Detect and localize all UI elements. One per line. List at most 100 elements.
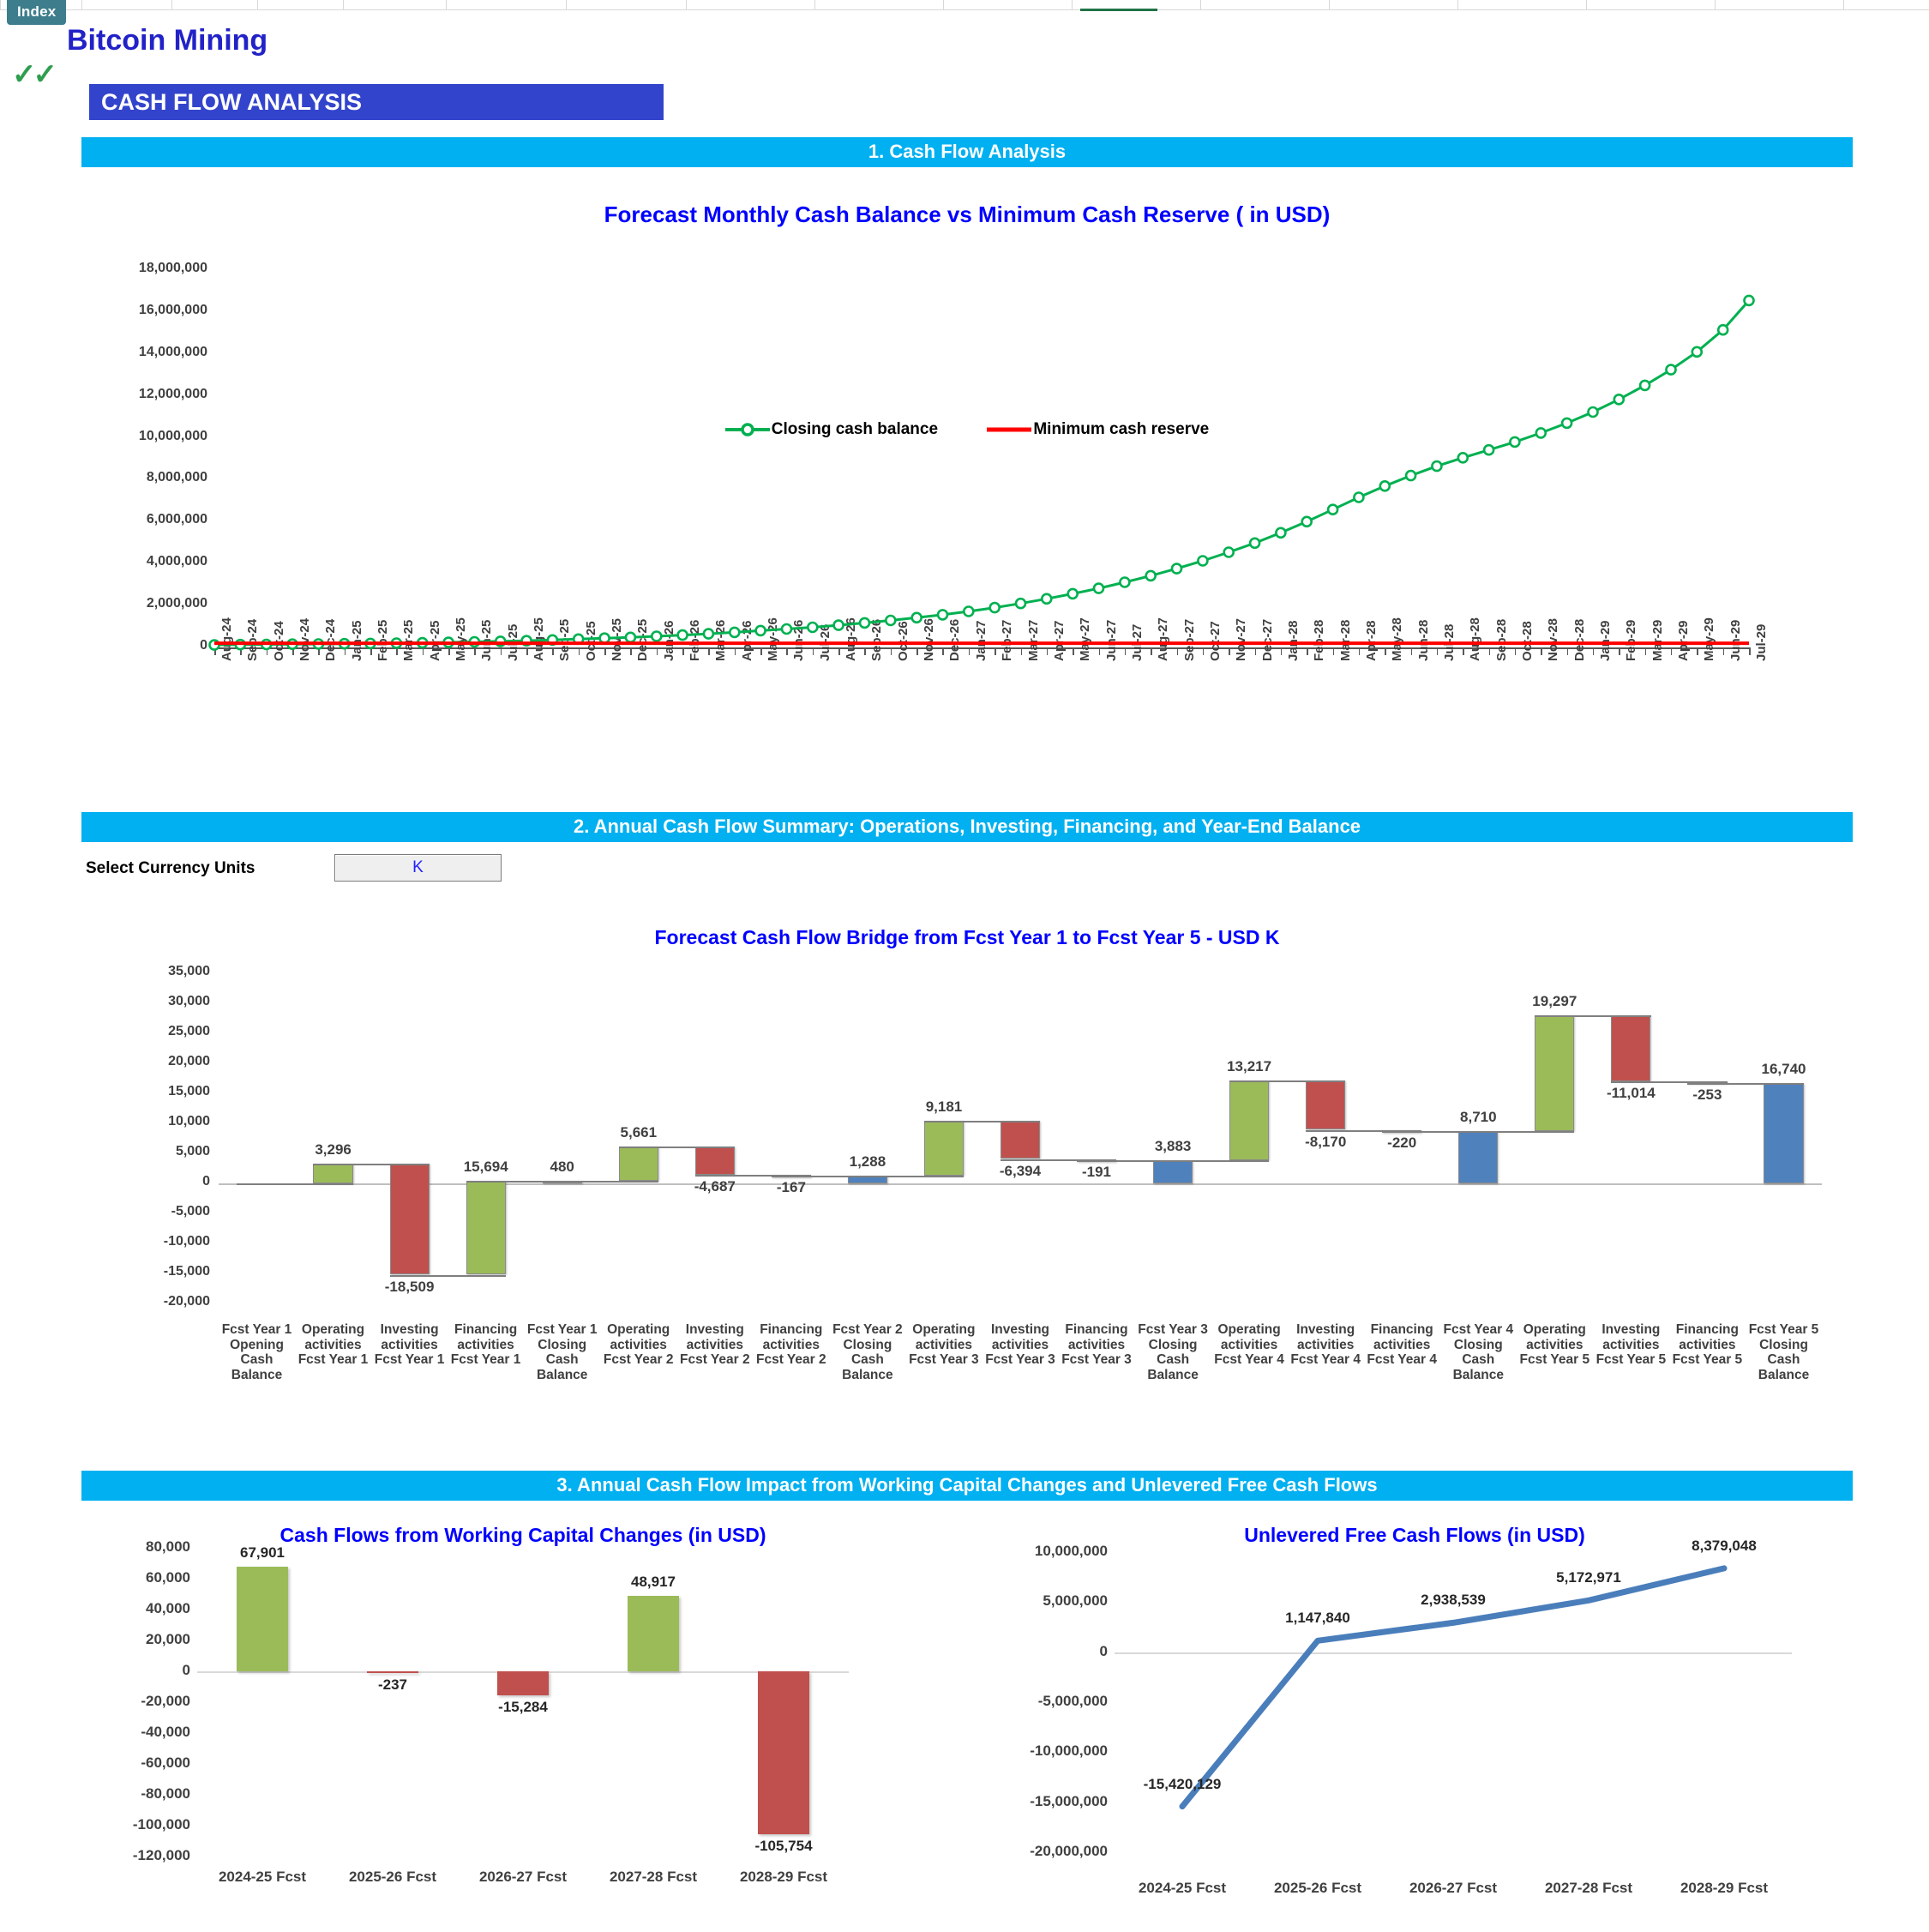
chart1-x-tick xyxy=(1358,647,1361,655)
chart1-data-point xyxy=(1638,379,1651,392)
chart1-x-tick-label: Sep-28 xyxy=(1493,618,1509,661)
currency-units-select[interactable]: K xyxy=(334,854,502,882)
chart1-x-tick xyxy=(292,647,294,655)
chart1-data-point xyxy=(1743,294,1755,307)
chart1-x-tick-label: Apr-25 xyxy=(427,620,442,661)
waterfall-category-label: Financing activities Fcst Year 5 xyxy=(1672,1322,1743,1368)
chart1-x-tick xyxy=(968,647,971,655)
waterfall-connector xyxy=(1535,1015,1651,1017)
waterfall-bar xyxy=(694,1147,735,1175)
chart1-x-tick-label: Apr-29 xyxy=(1675,620,1691,661)
chart2-y-tick: 10,000 xyxy=(168,1114,210,1129)
waterfall-bar xyxy=(1458,1131,1499,1183)
chart1-x-tick-label: Oct-24 xyxy=(271,621,286,661)
chart1-y-tick: 12,000,000 xyxy=(138,386,207,401)
waterfall-connector xyxy=(237,1183,353,1185)
chart1-x-tick xyxy=(1280,647,1283,655)
waterfall-bar xyxy=(1764,1082,1804,1183)
chart1-data-point xyxy=(676,629,688,641)
chart1-x-tick xyxy=(995,647,996,655)
chart1-x-tick-label: Nov-25 xyxy=(610,617,625,661)
chart1-x-tick xyxy=(578,647,580,655)
chart1-line-closing-cash-balance xyxy=(213,299,1751,647)
chart4-category-label: 2028-29 Fcst xyxy=(1680,1880,1769,1896)
chart3-y-tick: 0 xyxy=(182,1662,190,1678)
chart2-y-tick: -15,000 xyxy=(163,1264,210,1279)
chart1-x-tick-label: Nov-27 xyxy=(1234,617,1249,661)
chart2-plot-area: 35,000 30,000 25,000 20,000 15,000 10,000 5,00… xyxy=(81,892,1853,1466)
chart4-value-label: 2,938,539 xyxy=(1421,1592,1486,1609)
chart1-data-point xyxy=(1248,537,1261,550)
chart1-y-tick: 16,000,000 xyxy=(138,302,207,317)
chart1-x-tick-label: Apr-26 xyxy=(739,620,754,661)
chart1-x-tick xyxy=(760,647,762,655)
waterfall-connector xyxy=(618,1147,735,1148)
chart1-data-point xyxy=(780,623,793,635)
waterfall-category-label: Fcst Year 3 Closing Cash Balance xyxy=(1138,1322,1208,1382)
chart4-y-tick: -15,000,000 xyxy=(1030,1792,1108,1809)
chart3-y-tick: -60,000 xyxy=(141,1754,190,1771)
chart1-x-tick-label: Sep-24 xyxy=(245,618,261,661)
waterfall-value-label: 15,694 xyxy=(463,1158,508,1175)
chart1-x-tick-label: Dec-27 xyxy=(1259,618,1275,661)
chart4-y-tick: 5,000,000 xyxy=(1043,1592,1108,1610)
chart1-data-point xyxy=(963,605,975,617)
chart1-x-tick-label: Mar-29 xyxy=(1650,619,1665,661)
chart1-x-tick xyxy=(214,647,216,655)
chart1-x-tick xyxy=(890,647,892,655)
chart1-x-tick xyxy=(1098,647,1101,655)
monthly-cash-balance-chart: Forecast Monthly Cash Balance vs Minimum… xyxy=(81,172,1853,772)
waterfall-bar xyxy=(389,1163,430,1275)
chart4-category-label: 2024-25 Fcst xyxy=(1138,1880,1227,1896)
chart3-y-tick: -100,000 xyxy=(132,1816,190,1833)
waterfall-bar xyxy=(1306,1080,1346,1130)
chart1-x-tick xyxy=(474,647,476,655)
waterfall-category-label: Operating activities Fcst Year 1 xyxy=(297,1322,369,1368)
chart1-x-tick xyxy=(1020,647,1022,655)
chart1-data-point xyxy=(1457,451,1469,464)
chart1-x-tick-label: Jul-28 xyxy=(1441,623,1457,661)
chart1-x-tick xyxy=(1749,647,1751,655)
chart1-x-tick-label: Oct-28 xyxy=(1519,621,1535,661)
chart1-x-tick xyxy=(448,647,450,655)
waterfall-value-label: -4,687 xyxy=(694,1177,736,1195)
waterfall-category-label: Investing activities Fcst Year 4 xyxy=(1290,1322,1361,1368)
chart1-x-tick xyxy=(630,647,632,655)
chart3-category-label: 2027-28 Fcst xyxy=(609,1869,698,1885)
chart1-x-tick-label: Nov-24 xyxy=(297,617,313,661)
chart1-x-tick-label: Dec-28 xyxy=(1571,618,1587,661)
chart3-y-tick: -20,000 xyxy=(141,1693,190,1709)
chart1-y-tick: 2,000,000 xyxy=(146,596,207,611)
chart3-bar xyxy=(236,1566,289,1671)
chart1-data-point xyxy=(1379,479,1391,492)
chart2-y-tick: 35,000 xyxy=(168,964,210,978)
waterfall-connector xyxy=(389,1274,506,1277)
chart1-x-tick xyxy=(1436,647,1439,655)
chart1-data-point xyxy=(989,601,1001,614)
chart1-data-point xyxy=(1716,323,1729,336)
chart1-x-tick xyxy=(604,647,606,655)
chart1-data-point xyxy=(1014,597,1027,610)
chart1-x-tick xyxy=(734,647,736,655)
waterfall-category-label: Operating activities Fcst Year 3 xyxy=(909,1322,979,1368)
chart1-x-tick xyxy=(656,647,658,655)
chart1-x-tick-label: Dec-26 xyxy=(947,618,963,661)
waterfall-connector xyxy=(847,1176,964,1177)
chart1-data-point xyxy=(390,637,403,649)
chart2-y-tick: 25,000 xyxy=(168,1024,210,1038)
chart4-value-label: 5,172,971 xyxy=(1556,1569,1621,1586)
chart4-category-label: 2025-26 Fcst xyxy=(1273,1880,1362,1896)
chart1-x-tick-label: Aug-24 xyxy=(219,617,234,661)
chart1-data-point xyxy=(1301,515,1313,528)
waterfall-value-label: -6,394 xyxy=(999,1162,1042,1179)
waterfall-category-label: Financing activities Fcst Year 2 xyxy=(756,1322,826,1368)
currency-units-label: Select Currency Units xyxy=(86,859,255,877)
chart4-category-label: 2026-27 Fcst xyxy=(1409,1880,1498,1896)
chart3-category-label: 2026-27 Fcst xyxy=(478,1869,568,1885)
chart1-data-point xyxy=(832,619,844,631)
chart1-x-tick-label: Aug-26 xyxy=(844,617,859,661)
waterfall-category-label: Operating activities Fcst Year 2 xyxy=(603,1322,674,1368)
index-tab-button[interactable]: Index xyxy=(7,0,67,25)
waterfall-bar xyxy=(1152,1159,1193,1183)
chart1-data-point xyxy=(416,636,429,649)
